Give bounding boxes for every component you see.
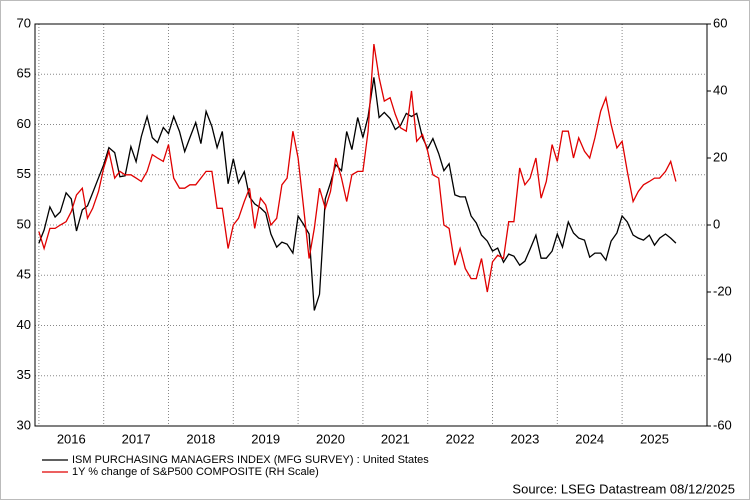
y-tick-label: 65	[17, 66, 31, 81]
x-tick-label: 2017	[122, 431, 151, 446]
y2-tick-label: 40	[713, 82, 727, 97]
source-note: Source: LSEG Datastream 08/12/2025	[512, 481, 735, 496]
y2-tick-label: -20	[713, 283, 732, 298]
y-tick-label: 40	[17, 317, 31, 332]
y-tick-label: 30	[17, 417, 31, 432]
x-tick-label: 2024	[575, 431, 604, 446]
series-line	[38, 77, 677, 311]
y-tick-label: 45	[17, 267, 31, 282]
y-tick-label: 50	[17, 216, 31, 231]
x-tick-label: 2020	[316, 431, 345, 446]
legend-label: ISM PURCHASING MANAGERS INDEX (MFG SURVE…	[72, 454, 429, 466]
y-tick-label: 70	[17, 15, 31, 30]
x-tick-label: 2025	[640, 431, 669, 446]
x-tick-label: 2016	[57, 431, 86, 446]
x-tick-label: 2022	[446, 431, 475, 446]
plot-area	[34, 23, 708, 427]
y-tick-label: 35	[17, 367, 31, 382]
y-tick-label: 55	[17, 166, 31, 181]
y-tick-label: 60	[17, 116, 31, 131]
y2-tick-label: 0	[713, 216, 720, 231]
y2-tick-label: 60	[713, 15, 727, 30]
y2-tick-label: -40	[713, 350, 732, 365]
series-line	[38, 44, 677, 293]
legend-label: 1Y % change of S&P500 COMPOSITE (RH Scal…	[72, 466, 319, 478]
x-tick-label: 2023	[510, 431, 539, 446]
y2-tick-label: 20	[713, 149, 727, 164]
x-tick-label: 2019	[251, 431, 280, 446]
x-tick-label: 2018	[186, 431, 215, 446]
x-tick-label: 2021	[381, 431, 410, 446]
y2-tick-label: -60	[713, 417, 732, 432]
